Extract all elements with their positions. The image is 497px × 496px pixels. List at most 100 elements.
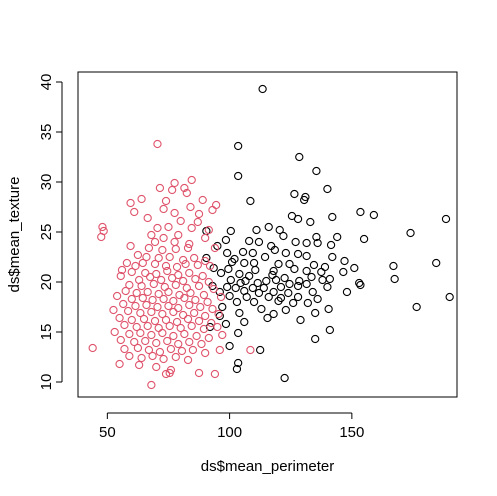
data-point (293, 292, 303, 302)
data-point (154, 253, 163, 263)
data-point (215, 345, 224, 355)
x-axis-label: ds$mean_perimeter (201, 458, 334, 475)
data-point (204, 277, 213, 287)
data-point (226, 275, 235, 285)
data-point (308, 287, 317, 297)
data-point (185, 239, 194, 249)
data-point (260, 252, 270, 262)
data-point (170, 208, 179, 218)
data-point (323, 282, 332, 292)
data-point (147, 330, 156, 340)
data-point (170, 178, 179, 188)
data-point (274, 259, 283, 269)
data-point (241, 276, 250, 286)
data-point (169, 307, 178, 317)
data-point (441, 214, 451, 224)
data-point (138, 293, 147, 303)
data-point (97, 232, 106, 242)
data-point (356, 207, 365, 217)
data-point (203, 297, 212, 307)
data-point (174, 303, 183, 313)
data-point (154, 289, 163, 299)
y-tick-label: 15 (38, 324, 55, 341)
data-point (445, 292, 454, 302)
data-point (270, 245, 279, 255)
data-point (176, 216, 185, 226)
x-axis: 50 100 150 (99, 412, 364, 441)
y-ticks: 10 15 20 25 30 35 40 (38, 74, 62, 390)
data-point (174, 230, 183, 240)
data-point (120, 320, 129, 330)
data-point (142, 252, 151, 262)
data-point (197, 339, 206, 349)
data-point (130, 337, 139, 347)
data-point (174, 339, 183, 349)
data-point (182, 283, 191, 293)
data-point (178, 276, 188, 286)
data-point (313, 238, 322, 248)
data-point (191, 274, 200, 284)
data-point (196, 302, 205, 312)
data-point (159, 204, 168, 214)
data-point (158, 328, 167, 338)
data-point (269, 287, 278, 297)
data-point (234, 171, 243, 181)
data-point (161, 261, 171, 271)
data-point (171, 280, 180, 290)
data-point (150, 316, 160, 326)
data-point (208, 205, 217, 215)
data-point (159, 354, 168, 364)
data-point (130, 207, 139, 217)
data-point (214, 309, 223, 319)
data-point (159, 233, 168, 243)
data-point (161, 315, 171, 325)
data-point (312, 166, 321, 176)
x-tick-label: 100 (217, 424, 242, 441)
data-point (165, 252, 174, 262)
data-point (251, 265, 260, 275)
data-point (198, 271, 207, 281)
data-point (133, 250, 143, 260)
data-point (153, 302, 162, 312)
data-point (192, 331, 201, 341)
data-point (150, 237, 160, 247)
data-point (207, 318, 216, 328)
data-point (131, 261, 140, 271)
red-series (88, 139, 255, 390)
data-point (122, 258, 132, 268)
data-point (172, 317, 182, 327)
data-point (281, 305, 290, 315)
data-point (137, 353, 146, 363)
data-point (390, 274, 399, 284)
data-point (285, 259, 294, 269)
data-point (158, 245, 167, 255)
data-point (240, 258, 249, 268)
data-point (187, 321, 196, 331)
data-point (355, 278, 364, 288)
data-point (293, 214, 303, 224)
data-point (240, 317, 249, 327)
data-point (193, 217, 202, 227)
data-point (194, 209, 204, 219)
data-point (412, 302, 421, 312)
data-point (148, 351, 157, 361)
data-point (259, 283, 268, 293)
data-point (256, 345, 265, 355)
data-point (164, 222, 173, 232)
data-point (141, 268, 150, 278)
data-point (134, 360, 144, 370)
data-point (289, 298, 298, 308)
data-point (324, 304, 333, 314)
data-point (115, 359, 124, 369)
data-point (269, 266, 278, 276)
data-point (318, 275, 327, 285)
data-point (293, 249, 303, 259)
data-point (290, 189, 299, 199)
data-point (143, 321, 152, 331)
data-point (164, 301, 173, 311)
data-point (224, 264, 233, 274)
data-point (131, 301, 140, 311)
data-point (110, 327, 119, 337)
data-point (254, 237, 264, 247)
data-point (264, 222, 273, 232)
